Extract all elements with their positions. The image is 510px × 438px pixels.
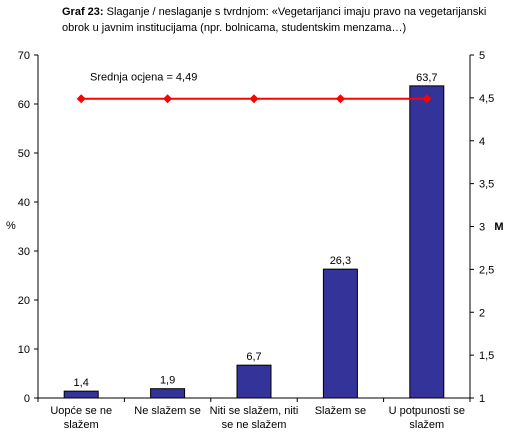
mean-marker [76, 94, 86, 104]
left-tick-label: 60 [18, 99, 30, 111]
right-tick-label: 3,5 [479, 179, 494, 191]
category-label: slažem [64, 419, 99, 431]
left-tick-label: 40 [18, 197, 30, 209]
bar-value-label: 63,7 [416, 72, 437, 84]
left-tick-label: 0 [24, 393, 30, 405]
left-tick-label: 70 [18, 50, 30, 62]
category-label: Uopće se ne [50, 405, 112, 417]
chart-title-text: Slaganje / neslaganje s tvrdnjom: «Veget… [62, 6, 487, 34]
right-tick-label: 2,5 [479, 264, 494, 276]
right-tick-label: 3 [479, 222, 485, 234]
right-tick-label: 4,5 [479, 93, 494, 105]
category-label: se ne slažem [222, 419, 287, 431]
category-label: Niti se slažem, niti [210, 405, 299, 417]
category-label: Slažem se [315, 405, 366, 417]
right-tick-label: 4 [479, 136, 485, 148]
category-label: U potpunosti se [389, 405, 465, 417]
right-tick-label: 5 [479, 50, 485, 62]
bar-value-label: 1,9 [160, 375, 175, 387]
right-tick-label: 1,5 [479, 350, 494, 362]
chart-title-prefix: Graf 23: [62, 6, 104, 18]
category-label: slažem [409, 419, 444, 431]
mean-marker [163, 94, 173, 104]
mean-marker [249, 94, 259, 104]
left-tick-label: 50 [18, 148, 30, 160]
right-tick-label: 1 [479, 393, 485, 405]
bar-value-label: 1,4 [74, 377, 89, 389]
y-axis-left-label: % [6, 220, 16, 232]
category-label: Ne slažem se [134, 405, 201, 417]
mean-marker [422, 94, 432, 104]
left-tick-label: 30 [18, 246, 30, 258]
bar-value-label: 26,3 [330, 255, 351, 267]
y-axis-right-label: M [494, 221, 503, 233]
bar [150, 388, 186, 399]
right-tick-label: 2 [479, 307, 485, 319]
bar [63, 390, 99, 399]
bar-value-label: 6,7 [246, 351, 261, 363]
chart-title: Graf 23: Slaganje / neslaganje s tvrdnjo… [62, 4, 502, 36]
mean-marker [335, 94, 345, 104]
left-tick-label: 10 [18, 344, 30, 356]
mean-label: Srednja ocjena = 4,49 [90, 72, 197, 84]
bar [322, 268, 358, 399]
bar [236, 364, 272, 399]
bar [409, 85, 445, 399]
left-tick-label: 20 [18, 295, 30, 307]
